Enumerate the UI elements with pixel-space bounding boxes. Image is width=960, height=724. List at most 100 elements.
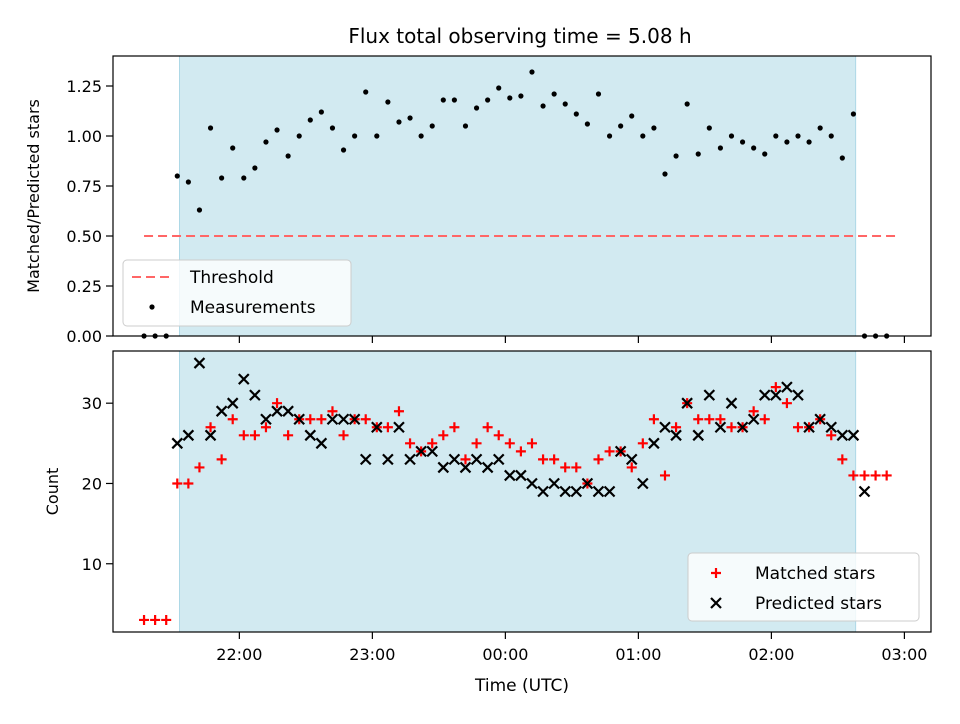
matched-star-marker bbox=[549, 454, 560, 465]
measurement-point bbox=[263, 139, 269, 145]
predicted-star-marker bbox=[659, 421, 671, 434]
measurement-point bbox=[363, 89, 369, 95]
matched-star-marker bbox=[593, 454, 604, 465]
top-legend: Threshold Measurements bbox=[122, 259, 352, 327]
xlabel: Time (UTC) bbox=[474, 676, 569, 696]
matched-star-marker bbox=[360, 414, 371, 425]
measurement-point bbox=[230, 145, 236, 151]
predicted-star-marker bbox=[437, 461, 450, 474]
xtick-label: 02:00 bbox=[748, 645, 794, 664]
predicted-star-marker bbox=[193, 357, 206, 369]
predicted-star-marker bbox=[304, 429, 317, 442]
bottom-ytick-label: 10 bbox=[82, 555, 102, 574]
matched-star-marker bbox=[305, 414, 316, 425]
measurement-point bbox=[219, 175, 225, 181]
legend-matched-label: Matched stars bbox=[755, 564, 875, 584]
measurement-point bbox=[451, 97, 457, 103]
matched-star-marker bbox=[449, 422, 460, 433]
measurement-point bbox=[396, 119, 402, 125]
matched-star-marker bbox=[881, 470, 892, 481]
matched-star-marker bbox=[781, 398, 792, 409]
matched-star-marker bbox=[272, 398, 283, 409]
matched-star-marker bbox=[848, 470, 859, 481]
measurement-point bbox=[540, 103, 546, 109]
matched-star-marker bbox=[327, 406, 338, 417]
matched-star-marker bbox=[792, 422, 803, 433]
predicted-star-marker bbox=[537, 485, 549, 498]
matched-star-marker bbox=[139, 614, 150, 625]
matched-star-marker bbox=[249, 430, 260, 441]
predicted-star-marker bbox=[337, 413, 350, 426]
predicted-star-marker bbox=[703, 389, 716, 401]
predicted-star-marker bbox=[315, 437, 328, 450]
measurement-point bbox=[684, 101, 690, 107]
xtick-label: 00:00 bbox=[482, 645, 528, 664]
predicted-star-marker bbox=[492, 453, 505, 466]
top-panel: 0.00 0.25 0.50 0.75 1.00 1.25 Threshold Measure… bbox=[24, 55, 932, 346]
measurement-point bbox=[784, 139, 790, 145]
measurement-point bbox=[462, 123, 469, 129]
legend-matched-swatch bbox=[711, 568, 721, 578]
xtick-label: 22:00 bbox=[216, 645, 262, 664]
predicted-star-marker bbox=[282, 405, 294, 417]
predicted-star-marker bbox=[747, 413, 760, 426]
matched-star-marker bbox=[526, 438, 537, 449]
measurement-point bbox=[329, 125, 336, 131]
matched-star-marker bbox=[759, 414, 770, 425]
top-ytick-label: 0.75 bbox=[66, 177, 102, 196]
matched-star-marker bbox=[826, 430, 837, 441]
matched-star-marker bbox=[726, 422, 737, 433]
legend-measurements-swatch bbox=[149, 304, 155, 310]
matched-star-marker bbox=[493, 430, 504, 441]
predicted-star-marker bbox=[359, 453, 372, 466]
matched-star-marker bbox=[637, 438, 648, 449]
predicted-star-marker bbox=[459, 461, 472, 474]
matched-star-marker bbox=[538, 454, 549, 465]
predicted-star-marker bbox=[448, 453, 461, 466]
measurement-point bbox=[207, 125, 214, 131]
measurement-point bbox=[839, 155, 845, 161]
measurement-point bbox=[551, 91, 557, 97]
predicted-star-marker bbox=[814, 413, 826, 426]
bottom-legend: Matched stars Predicted stars bbox=[687, 552, 920, 622]
measurement-point bbox=[640, 133, 646, 139]
predicted-star-marker bbox=[515, 469, 527, 482]
legend-measurements-label: Measurements bbox=[190, 298, 316, 318]
bottom-legend-box bbox=[687, 552, 920, 622]
measurement-point bbox=[518, 93, 524, 99]
measurement-point bbox=[196, 207, 203, 213]
predicted-star-marker bbox=[592, 485, 605, 498]
measurement-point bbox=[241, 175, 247, 181]
predicted-star-marker bbox=[504, 469, 516, 482]
matched-star-marker bbox=[504, 438, 515, 449]
measurement-point bbox=[374, 133, 380, 139]
matched-star-marker bbox=[770, 382, 781, 393]
measurement-point bbox=[751, 145, 757, 151]
predicted-star-marker bbox=[393, 421, 405, 434]
top-ytick-label: 0.25 bbox=[66, 277, 102, 296]
measurement-point bbox=[629, 113, 635, 119]
measurement-point bbox=[318, 109, 324, 115]
measurement-point bbox=[673, 153, 679, 159]
measurement-point bbox=[662, 171, 668, 177]
measurement-point bbox=[352, 133, 358, 139]
predicted-star-marker bbox=[548, 477, 560, 490]
predicted-star-marker bbox=[637, 477, 649, 490]
matched-star-marker bbox=[704, 414, 715, 425]
measurement-point bbox=[418, 133, 424, 139]
predicted-star-marker bbox=[581, 477, 594, 490]
predicted-star-marker bbox=[648, 437, 660, 450]
predicted-star-marker bbox=[371, 421, 383, 434]
predicted-star-marker bbox=[293, 413, 305, 426]
measurement-point bbox=[828, 133, 834, 139]
measurement-point bbox=[562, 101, 568, 107]
predicted-star-marker bbox=[249, 389, 261, 401]
bottom-panel: 10 20 30 22:00 23:00 00:00 01:00 02:00 03:00 Matc… bbox=[43, 350, 932, 696]
measurement-point bbox=[340, 147, 347, 153]
matched-star-marker bbox=[571, 462, 582, 473]
measurement-point bbox=[174, 173, 180, 179]
matched-star-marker bbox=[515, 446, 526, 457]
matched-star-marker bbox=[859, 470, 870, 481]
matched-star-marker bbox=[560, 462, 571, 473]
matched-star-marker bbox=[460, 454, 471, 465]
